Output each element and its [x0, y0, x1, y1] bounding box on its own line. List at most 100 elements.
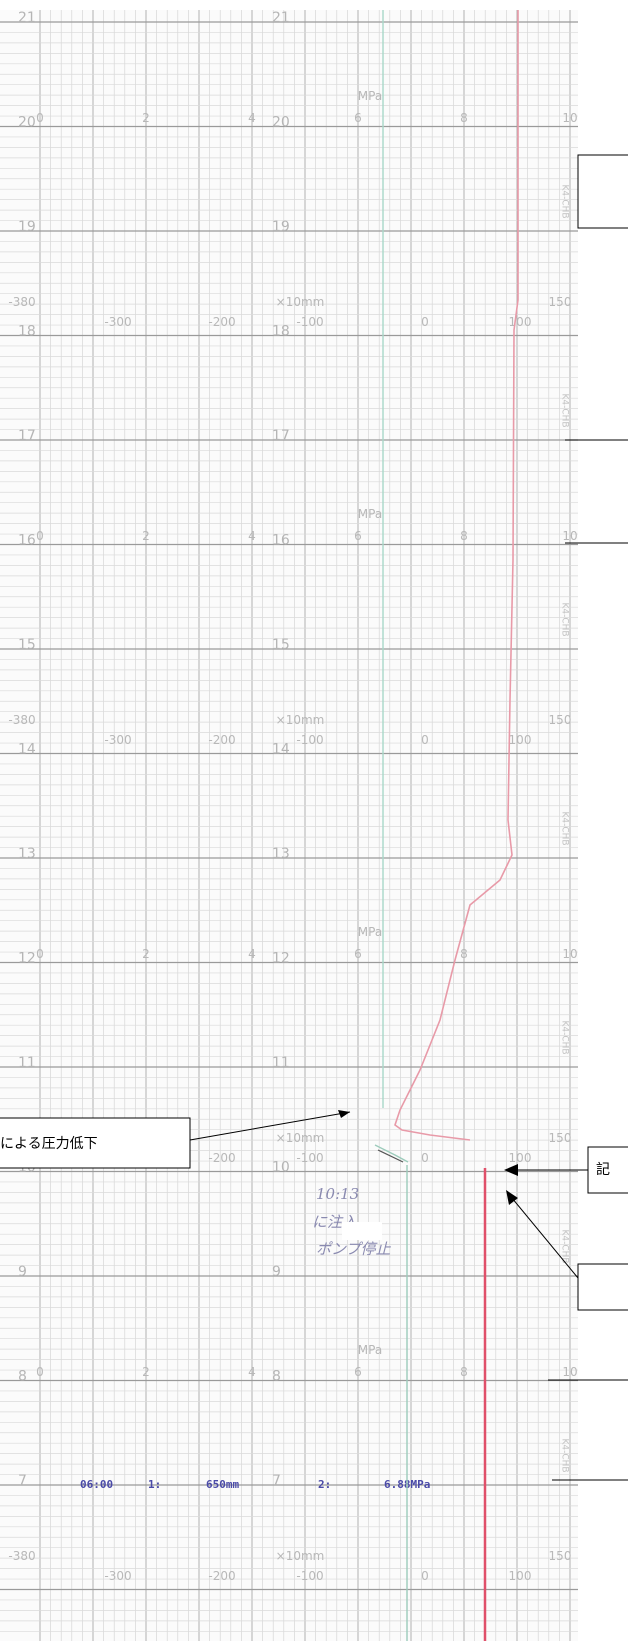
hour-label: 9	[18, 1264, 27, 1280]
pressure-trace	[394, 10, 519, 1141]
mm-scale-label: -100	[296, 315, 323, 329]
traces	[374, 10, 519, 1641]
mpa-scale-label: 10	[562, 1365, 577, 1379]
hour-label: 7	[18, 1473, 27, 1489]
hour-label: 17	[18, 428, 36, 444]
mpa-scale-label: 0	[36, 111, 44, 125]
mm-scale-label: -300	[104, 733, 131, 747]
mpa-scale-label: 10	[562, 947, 577, 961]
hour-label: 13	[18, 846, 36, 862]
mpa-scale-label: 8	[460, 111, 468, 125]
hour-label: 15	[18, 637, 36, 653]
arrow	[506, 1191, 579, 1279]
hour-label: 12	[272, 951, 290, 967]
mpa-scale-label: 6	[354, 529, 362, 543]
arrow	[189, 1111, 351, 1141]
hour-label: 8	[272, 1369, 281, 1385]
arrow-head	[506, 1190, 518, 1205]
mpa-scale-label: 8	[460, 529, 468, 543]
grid	[0, 10, 578, 1641]
mm-scale-label: 150	[549, 295, 572, 309]
hour-label: 10	[272, 1160, 290, 1176]
mpa-scale-label: 2	[142, 1365, 150, 1379]
mpa-scale-label: 4	[248, 529, 256, 543]
whiteout	[342, 1222, 382, 1240]
mpa-scale-label: 0	[36, 947, 44, 961]
mm-scale-label: ×10mm	[276, 1131, 325, 1145]
level-trace-after	[374, 1144, 409, 1641]
hour-label: 15	[272, 637, 290, 653]
unit-label: MPa	[358, 925, 382, 939]
hour-label: 12	[18, 951, 36, 967]
mpa-scale-label: 4	[248, 1365, 256, 1379]
mm-scale-label: ×10mm	[276, 295, 325, 309]
hour-label: 8	[18, 1369, 27, 1385]
annotation-right: 記	[596, 1161, 610, 1178]
hour-label: 18	[272, 324, 290, 340]
printout: 06:00	[80, 1478, 113, 1491]
hour-label: 16	[18, 533, 36, 549]
hour-label: 16	[272, 533, 290, 549]
mm-scale-label: 0	[421, 315, 429, 329]
annotation-box	[0, 1117, 191, 1169]
unit-label: MPa	[358, 89, 382, 103]
mm-scale-label: -200	[208, 733, 235, 747]
printout: 1:	[148, 1478, 161, 1491]
side-label: K4-CHB	[560, 1020, 570, 1054]
mm-scale-label: 0	[421, 1151, 429, 1165]
mpa-scale-label: 4	[248, 111, 256, 125]
printout: 2:	[318, 1478, 331, 1491]
hour-label: 19	[272, 219, 290, 235]
handwriting: ポンプ停止	[316, 1240, 392, 1258]
mm-scale-label: 100	[509, 733, 532, 747]
mm-scale-label: 150	[549, 1549, 572, 1563]
mm-scale-label: -300	[104, 1569, 131, 1583]
hour-label: 7	[272, 1473, 281, 1489]
mpa-scale-label: 6	[354, 947, 362, 961]
mm-scale-label: ×10mm	[276, 1549, 325, 1563]
side-label: K4-CHB	[560, 1438, 570, 1472]
mpa-scale-label: 0	[36, 1365, 44, 1379]
mm-scale-label: 100	[509, 315, 532, 329]
annotation-box	[587, 1146, 628, 1194]
mm-scale-label: ×10mm	[276, 713, 325, 727]
mm-scale-label: -300	[104, 315, 131, 329]
hour-label: 20	[18, 115, 36, 131]
hour-label: 20	[272, 115, 290, 131]
printout: 650mm	[206, 1478, 239, 1491]
mm-scale-label: -200	[208, 1569, 235, 1583]
annotation-left: による圧力低下	[0, 1136, 98, 1152]
mpa-scale-label: 4	[248, 947, 256, 961]
unit-label: MPa	[358, 1343, 382, 1357]
mm-scale-label: 150	[549, 713, 572, 727]
drop-mark	[377, 1149, 404, 1163]
annotations: による圧力低下 記	[0, 154, 628, 1481]
hour-label: 21	[272, 10, 290, 26]
paper	[0, 10, 578, 1641]
handwriting: 10:13	[316, 1185, 359, 1203]
mm-scale-label: 100	[509, 1151, 532, 1165]
mm-scale-label: -100	[296, 1569, 323, 1583]
mpa-scale-label: 2	[142, 947, 150, 961]
side-label: K4-CHB	[560, 602, 570, 636]
mm-scale-label: -380	[8, 1549, 35, 1563]
mm-scale-label: -100	[296, 1151, 323, 1165]
mpa-scale-label: 2	[142, 529, 150, 543]
mm-scale-label: -380	[8, 295, 35, 309]
mpa-scale-label: 10	[562, 529, 577, 543]
hour-label: 9	[272, 1264, 281, 1280]
mpa-scale-label: 8	[460, 1365, 468, 1379]
annotation-box	[577, 1263, 628, 1311]
mm-scale-label: -100	[296, 733, 323, 747]
side-label: K4-CHB	[560, 811, 570, 845]
unit-label: MPa	[358, 507, 382, 521]
mpa-scale-label: 2	[142, 111, 150, 125]
side-label: K4-CHB	[560, 393, 570, 427]
hour-label: 14	[18, 742, 36, 758]
hour-label: 14	[272, 742, 290, 758]
mm-scale-label: -200	[208, 1151, 235, 1165]
mpa-scale-label: 10	[562, 111, 577, 125]
annotation-box	[577, 154, 628, 229]
